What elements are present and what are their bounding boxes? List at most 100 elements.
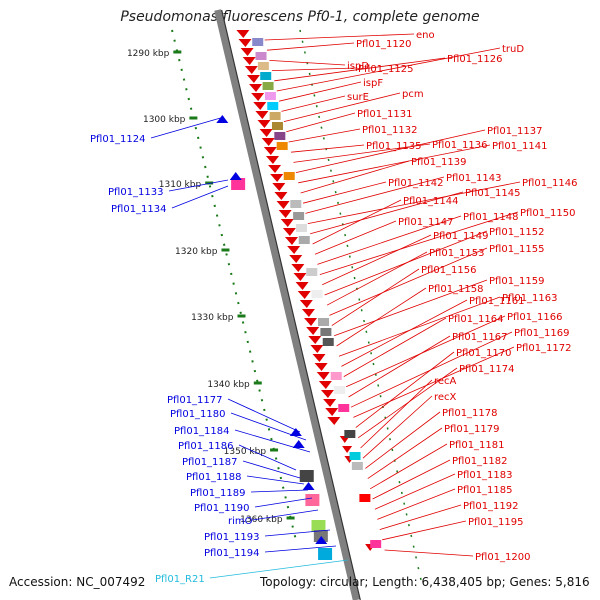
leader-line: [267, 42, 355, 51]
leader-line: [346, 315, 506, 388]
gene-block: [231, 178, 246, 190]
gene-block: [318, 548, 333, 560]
reverse-gene-arrow: [302, 482, 315, 490]
leader-line: [288, 128, 361, 143]
gene-block: [311, 290, 323, 298]
ruler-label: 1340 kbp: [207, 380, 250, 390]
gene-block: [338, 404, 350, 412]
genome-stats-text: Topology: circular; Length: 6,438,405 bp…: [260, 575, 590, 589]
leader-line: [300, 160, 410, 194]
forward-gene-arrow: [268, 165, 282, 173]
gene-label: Pfl01_1145: [465, 188, 521, 199]
forward-gene-arrow: [244, 66, 258, 74]
forward-gene-arrow: [280, 219, 294, 227]
gene-label: Pfl01_1180: [170, 409, 226, 420]
gene-label: Pfl01_1158: [428, 284, 484, 295]
leader-line: [150, 116, 225, 139]
ruler-label: 1330 kbp: [191, 313, 234, 323]
leader-line: [281, 95, 346, 112]
forward-gene-arrow: [257, 120, 271, 128]
leader-line: [168, 179, 229, 192]
gene-block: [370, 540, 382, 548]
gene-block: [344, 430, 356, 438]
forward-gene-arrow: [238, 39, 252, 47]
forward-gene-arrow: [325, 408, 339, 416]
leader-line: [254, 497, 313, 508]
gene-label: Pfl01_1137: [487, 126, 543, 137]
forward-gene-arrow: [272, 183, 286, 191]
leader-line: [271, 67, 357, 71]
gene-label: Pfl01_1185: [457, 485, 513, 496]
forward-gene-arrow: [255, 111, 269, 119]
leader-line: [329, 247, 488, 316]
forward-gene-arrow: [249, 84, 263, 92]
gene-label: Pfl01_1183: [457, 470, 513, 481]
map-title: Pseudomonas fluorescens Pf0-1, complete …: [120, 9, 480, 25]
gene-block: [269, 112, 281, 120]
gene-label: surE: [347, 92, 369, 103]
gene-block: [255, 52, 267, 60]
forward-gene-arrow: [301, 309, 315, 317]
leader-line: [362, 395, 433, 459]
gene-label: Pfl01_1163: [502, 293, 558, 304]
forward-gene-arrow: [316, 372, 330, 380]
gene-block: [262, 82, 274, 90]
leader-line: [382, 520, 467, 541]
leader-line: [336, 287, 427, 347]
leader-line: [291, 144, 365, 153]
leader-line: [278, 81, 362, 102]
gene-label: Pfl01_1132: [362, 125, 418, 136]
leader-line: [264, 545, 337, 553]
forward-gene-arrow: [276, 201, 290, 209]
gene-label: pcm: [402, 89, 424, 100]
gene-label: Pfl01_1133: [108, 187, 164, 198]
forward-gene-arrow: [270, 174, 284, 182]
feature-layer: [216, 30, 382, 560]
leader-line: [365, 411, 441, 469]
gene-label: Pfl01_1155: [489, 244, 545, 255]
genome-backbone: [214, 9, 360, 600]
leader-line: [252, 509, 319, 521]
leader-line: [348, 335, 451, 398]
gene-label: Pfl01_1149: [433, 231, 489, 242]
leader-line: [343, 317, 447, 377]
forward-gene-arrow: [284, 237, 298, 245]
gene-label: Pfl01_1164: [448, 314, 504, 325]
gene-label: Pfl01_1187: [182, 457, 238, 468]
leader-line: [367, 427, 443, 479]
gene-label: Pfl01_1136: [432, 140, 488, 151]
gene-label: rimO: [228, 516, 253, 527]
forward-gene-arrow: [261, 138, 275, 146]
gene-label: ispD: [347, 61, 369, 72]
backbone-layer: [214, 9, 422, 600]
gene-block: [322, 338, 334, 346]
gene-label: Pfl01_1142: [388, 178, 444, 189]
gene-block: [290, 200, 302, 208]
gene-label: Pfl01_1192: [463, 501, 519, 512]
gene-label: eno: [416, 30, 435, 41]
forward-gene-arrow: [306, 327, 320, 335]
reverse-gene-arrow: [229, 172, 242, 180]
gene-block: [293, 212, 305, 220]
leader-line: [293, 143, 431, 163]
gene-label: Pfl01_1156: [421, 265, 477, 276]
gene-label: recA: [434, 376, 457, 387]
genome-backbone-edge: [221, 9, 361, 600]
forward-gene-arrow: [236, 30, 250, 38]
forward-gene-arrow: [251, 93, 265, 101]
leader-line: [355, 351, 455, 428]
gene-label: Pfl01_1125: [358, 64, 414, 75]
leader-line: [314, 220, 397, 255]
leader-line: [171, 185, 229, 209]
gene-block: [298, 236, 310, 244]
leader-line: [286, 112, 356, 133]
leader-line: [302, 181, 387, 204]
gene-label: Pfl01_1124: [90, 134, 146, 145]
forward-gene-arrow: [282, 228, 296, 236]
gene-label: Pfl01_1146: [522, 178, 578, 189]
gene-block: [330, 372, 342, 380]
leader-line: [331, 268, 420, 326]
gene-block: [252, 38, 264, 46]
gene-label: Pfl01_1143: [446, 173, 502, 184]
leader-line: [377, 488, 456, 520]
